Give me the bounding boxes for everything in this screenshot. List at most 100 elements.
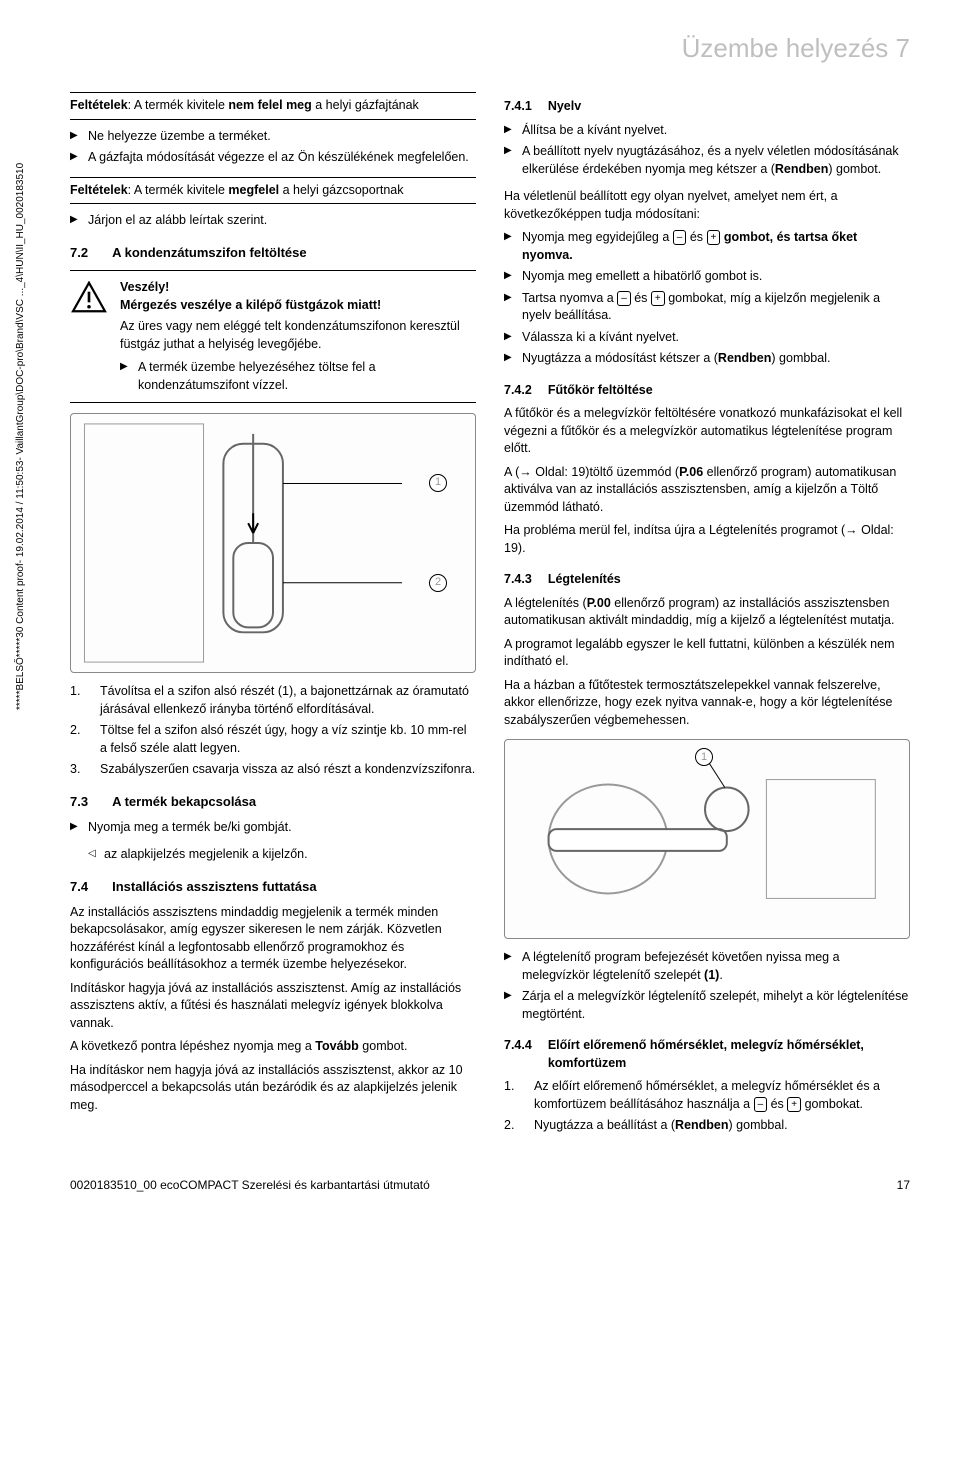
r2-a-a: Nyomja meg egyidejűleg a: [522, 230, 673, 244]
cond1-action-2: A gázfajta módosítását végezze el az Ön …: [70, 149, 476, 167]
s744-1-num: 1.: [504, 1078, 518, 1113]
p74-3a: A következő pontra lépéshez nyomja meg a: [70, 1039, 315, 1053]
list-743: A légtelenítő program befejezését követő…: [504, 949, 910, 1023]
list-741-b: Nyomja meg egyidejűleg a – és + gombot, …: [504, 229, 910, 368]
p74-4: Ha indításkor nem hagyja jóvá az install…: [70, 1062, 476, 1115]
r2-e-a: Nyugtázza a módosítást kétszer a (: [522, 351, 718, 365]
r2-e-bold: Rendben: [718, 351, 771, 365]
s744-2-b: ) gombbal.: [729, 1118, 788, 1132]
left-column: Feltételek: A termék kivitele nem felel …: [70, 84, 476, 1145]
h72-title: A kondenzátumszifon feltöltése: [112, 244, 307, 262]
heading-7-2: 7.2 A kondenzátumszifon feltöltése: [70, 244, 476, 262]
h73-title: A termék bekapcsolása: [112, 793, 256, 811]
r1-b-c: ) gombot.: [828, 162, 881, 176]
footer-left: 0020183510_00 ecoCOMPACT Szerelési és ka…: [70, 1177, 430, 1194]
step-2-text: Töltse fel a szifon alsó részét úgy, hog…: [100, 722, 476, 757]
r2-e: Nyugtázza a módosítást kétszer a (Rendbe…: [504, 350, 910, 368]
cond1-actions: Ne helyezze üzembe a terméket. A gázfajt…: [70, 128, 476, 167]
p743-2: A programot legalább egyszer le kell fut…: [504, 636, 910, 671]
list73-item: Nyomja meg a termék be/ki gombját.: [70, 819, 476, 837]
figure-callout-1: 1: [429, 474, 447, 492]
p743-1a: A légtelenítés (: [504, 596, 587, 610]
p742-2bold: P.06: [679, 465, 703, 479]
r2-c-a: Tartsa nyomva a: [522, 291, 617, 305]
r2-a-b: és: [686, 230, 706, 244]
h742-num: 7.4.2: [504, 382, 532, 400]
heading-7-3: 7.3 A termék bekapcsolása: [70, 793, 476, 811]
cond1-prefix: Feltételek: [70, 98, 128, 112]
h743-num: 7.4.3: [504, 571, 532, 589]
step-1-num: 1.: [70, 683, 84, 718]
h73-num: 7.3: [70, 793, 88, 811]
p74-1: Az installációs asszisztens mindaddig me…: [70, 904, 476, 974]
r1-b-bold: Rendben: [775, 162, 828, 176]
warning-icon: [70, 279, 108, 394]
p742-1: A fűtőkör és a melegvízkör feltöltésére …: [504, 405, 910, 458]
footer-page-number: 17: [897, 1177, 910, 1194]
p742-3: Ha probléma merül fel, indítsa újra a Lé…: [504, 522, 910, 557]
h744-num: 7.4.4: [504, 1037, 532, 1072]
p742-2a: A (→ Oldal: 19)töltő üzemmód (: [504, 465, 679, 479]
step-3: 3.Szabályszerűen csavarja vissza az alsó…: [70, 761, 476, 779]
page-header: Üzembe helyezés 7: [70, 30, 910, 66]
step-2: 2.Töltse fel a szifon alsó részét úgy, h…: [70, 722, 476, 757]
cond2-rest: : A termék kivitele: [128, 183, 229, 197]
r2-c: Tartsa nyomva a – és + gombokat, míg a k…: [504, 290, 910, 325]
h74-num: 7.4: [70, 878, 88, 896]
warning-action-1: A termék üzembe helyezéséhez töltse fel …: [120, 359, 476, 394]
h742-title: Fűtőkör feltöltése: [548, 382, 653, 400]
heading-7-4-3: 7.4.3 Légtelenítés: [504, 571, 910, 589]
figure-vent: 1: [504, 739, 910, 939]
list-741-a: Állítsa be a kívánt nyelvet. A beállítot…: [504, 122, 910, 179]
h744-title: Előírt előremenő hőmérséklet, melegvíz h…: [548, 1037, 910, 1072]
s744-2-a: Nyugtázza a beállítást a (: [534, 1118, 675, 1132]
cond2-prefix: Feltételek: [70, 183, 128, 197]
warning-text: Veszély! Mérgezés veszélye a kilépő füst…: [120, 279, 476, 394]
sublist-7-3: az alapkijelzés megjelenik a kijelzőn.: [88, 846, 476, 864]
step-3-num: 3.: [70, 761, 84, 779]
s744-2-num: 2.: [504, 1117, 518, 1135]
figure-siphon: 1 2: [70, 413, 476, 673]
r1-b: A beállított nyelv nyugtázásához, és a n…: [504, 143, 910, 178]
r2-c-b: és: [631, 291, 651, 305]
cond1-bold2: nem felel meg: [228, 98, 311, 112]
minus-icon: –: [617, 291, 631, 306]
heading-7-4-2: 7.4.2 Fűtőkör feltöltése: [504, 382, 910, 400]
p74-3b: Tovább: [315, 1039, 359, 1053]
s744-1-c: gombokat.: [801, 1097, 863, 1111]
page-footer: 0020183510_00 ecoCOMPACT Szerelési és ka…: [70, 1171, 910, 1194]
cond2-actions: Járjon el az alább leírtak szerint.: [70, 212, 476, 230]
cond2-action-1: Járjon el az alább leírtak szerint.: [70, 212, 476, 230]
h741-num: 7.4.1: [504, 98, 532, 116]
s744-2: 2. Nyugtázza a beállítást a (Rendben) go…: [504, 1117, 910, 1135]
p74-2: Indításkor hagyja jóvá az installációs a…: [70, 980, 476, 1033]
cond2-rest2: a helyi gázcsoportnak: [279, 183, 403, 197]
p74-3c: gombot.: [359, 1039, 408, 1053]
minus-icon: –: [673, 230, 687, 245]
r2-b: Nyomja meg emellett a hibatörlő gombot i…: [504, 268, 910, 286]
h72-num: 7.2: [70, 244, 88, 262]
plus-icon: +: [651, 291, 665, 306]
condition-box-2: Feltételek: A termék kivitele megfelel a…: [70, 177, 476, 205]
h743-title: Légtelenítés: [548, 571, 621, 589]
step-1: 1.Távolítsa el a szifon alsó részét (1),…: [70, 683, 476, 718]
warning-action-list: A termék üzembe helyezéséhez töltse fel …: [120, 359, 476, 394]
plus-icon: +: [707, 230, 721, 245]
heading-7-4: 7.4 Installációs asszisztens futtatása: [70, 878, 476, 896]
side-metadata: *****BELSŐ*****30 Content proof- 19.02.2…: [14, 163, 28, 710]
condition-box-1: Feltételek: A termék kivitele nem felel …: [70, 92, 476, 120]
s744-1: 1. Az előírt előremenő hőmérséklet, a me…: [504, 1078, 910, 1113]
r2-e-c: ) gombbal.: [771, 351, 830, 365]
right-column: 7.4.1 Nyelv Állítsa be a kívánt nyelvet.…: [504, 84, 910, 1145]
heading-7-4-1: 7.4.1 Nyelv: [504, 98, 910, 116]
warning-body: Az üres vagy nem eléggé telt kondenzátum…: [120, 318, 476, 353]
cond2-bold2: megfelel: [228, 183, 279, 197]
cond1-rest: : A termék kivitele: [128, 98, 229, 112]
h74-title: Installációs asszisztens futtatása: [112, 878, 316, 896]
steps-7-4-4: 1. Az előírt előremenő hőmérséklet, a me…: [504, 1078, 910, 1135]
warning-block: Veszély! Mérgezés veszélye a kilépő füst…: [70, 270, 476, 403]
minus-icon: –: [754, 1097, 768, 1112]
steps-7-2: 1.Távolítsa el a szifon alsó részét (1),…: [70, 683, 476, 779]
r3-a-a: A légtelenítő program befejezését követő…: [522, 950, 840, 982]
s744-1-b: és: [767, 1097, 787, 1111]
